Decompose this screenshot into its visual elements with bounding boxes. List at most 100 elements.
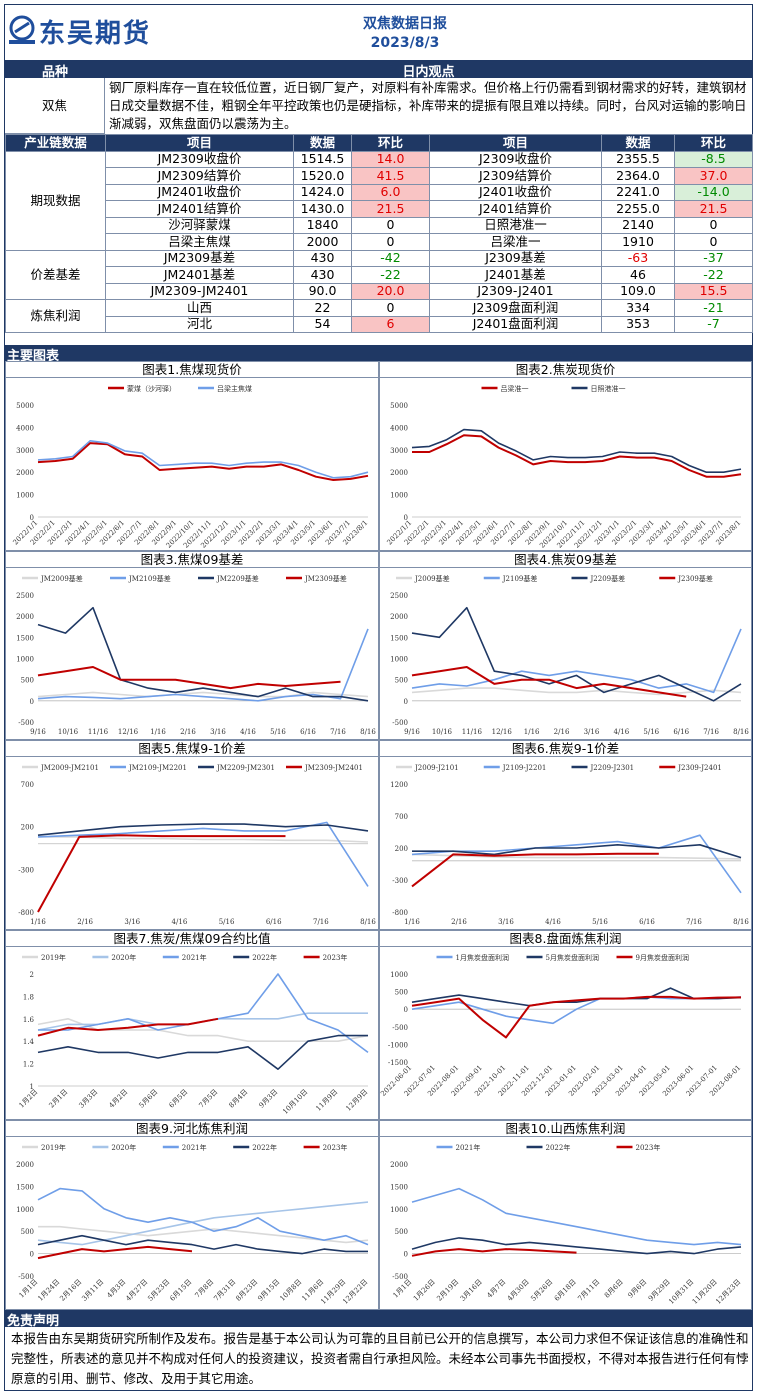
chart-panel: 图表10.山西炼焦利润 2021年 2022年 2023年 2000 1500 1000 50… bbox=[379, 1120, 752, 1310]
chart-title: 图表9.河北炼焦利润 bbox=[6, 1121, 378, 1137]
y-tick-label: 500 bbox=[395, 677, 408, 685]
table-header-cell: 项目 bbox=[105, 134, 294, 152]
x-tick-label: 6月18日 bbox=[553, 1278, 578, 1303]
x-tick-label: 12月9日 bbox=[344, 1088, 369, 1113]
table-header-cell: 环比 bbox=[351, 134, 430, 152]
x-tick-label: 8月23日 bbox=[234, 1278, 259, 1303]
legend-label: 2019年 bbox=[41, 953, 66, 962]
x-tick-label: 6月5日 bbox=[168, 1088, 190, 1110]
table-cell: 41.5 bbox=[351, 167, 430, 185]
series-line bbox=[38, 836, 369, 843]
x-tick-label: 12月23日 bbox=[714, 1278, 742, 1306]
series-line bbox=[411, 987, 742, 1007]
legend-label: J2309-J2401 bbox=[677, 764, 722, 772]
legend-label: JM2209基差 bbox=[216, 574, 259, 583]
legend-item: JM2009-JM2101 bbox=[22, 764, 99, 772]
chart-svg: J2009基差 J2109基差 J2209基差 J2309基差 2500 2000 1500… bbox=[390, 574, 749, 736]
series-line bbox=[411, 428, 742, 473]
legend-item: 2023年 bbox=[303, 953, 348, 962]
y-tick-label: 500 bbox=[395, 1228, 408, 1236]
table-cell: 46 bbox=[601, 266, 675, 284]
table-cell: 54 bbox=[293, 315, 352, 333]
legend-item: 吕梁准一 bbox=[481, 384, 529, 393]
series-line bbox=[37, 1018, 369, 1042]
y-tick-label: 500 bbox=[395, 989, 408, 997]
legend-item: J2109基差 bbox=[483, 574, 537, 583]
x-tick-label: 2月19日 bbox=[435, 1278, 460, 1303]
table-cell: J2401结算价 bbox=[429, 200, 602, 218]
legend-item: JM2309基差 bbox=[286, 574, 347, 583]
legend-label: J2209-J2301 bbox=[590, 764, 635, 772]
legend-item: J2309基差 bbox=[659, 574, 713, 583]
table-cell: J2309盘面利润 bbox=[429, 299, 602, 317]
y-tick-label: 1000 bbox=[16, 656, 34, 664]
x-tick-label: 1/16 bbox=[150, 728, 166, 736]
series-line bbox=[412, 844, 742, 859]
x-tick-label: 3/16 bbox=[498, 918, 514, 926]
series-line bbox=[37, 1034, 368, 1070]
table-cell: 0 bbox=[351, 299, 430, 317]
y-tick-label: -800 bbox=[18, 909, 34, 917]
table-cell: JM2309-JM2401 bbox=[105, 282, 294, 300]
legend-item: JM2309-JM2401 bbox=[286, 764, 363, 772]
legend-label: 蒙煤（沙河驿） bbox=[127, 384, 176, 393]
y-tick-label: 2 bbox=[30, 971, 34, 979]
x-tick-label: 5/16 bbox=[592, 918, 608, 926]
y-tick-label: 1500 bbox=[16, 1183, 34, 1191]
table-cell: -37 bbox=[674, 249, 753, 267]
legend-label: 2023年 bbox=[323, 953, 348, 962]
table-cell: 334 bbox=[601, 299, 675, 317]
table-cell: 21.5 bbox=[351, 200, 430, 218]
table-cell: 353 bbox=[601, 315, 675, 333]
legend-label: 日照港准一 bbox=[591, 384, 626, 393]
legend-item: JM2209基差 bbox=[198, 574, 259, 583]
disclaimer-band: 免责声明 bbox=[5, 1310, 752, 1329]
y-tick-label: 1.6 bbox=[23, 1016, 35, 1024]
y-tick-label: -300 bbox=[392, 877, 408, 885]
x-tick-label: 5/16 bbox=[643, 728, 659, 736]
y-tick-label: 700 bbox=[395, 813, 408, 821]
legend-label: 2022年 bbox=[252, 1143, 277, 1152]
table-header-cell: 项目 bbox=[429, 134, 602, 152]
legend-item: 2021年 bbox=[162, 1143, 207, 1152]
y-tick-label: -500 bbox=[18, 719, 34, 727]
table-cell: J2309收盘价 bbox=[429, 150, 602, 168]
table-cell: 21.5 bbox=[674, 200, 753, 218]
legend-item: J2209基差 bbox=[571, 574, 625, 583]
legend-label: JM2109-JM2201 bbox=[128, 764, 187, 772]
x-tick-label: 7月5日 bbox=[198, 1088, 220, 1110]
y-tick-label: 200 bbox=[21, 824, 34, 832]
x-tick-label: 10/16 bbox=[58, 728, 79, 736]
x-tick-label: 10/16 bbox=[432, 728, 453, 736]
y-tick-label: 2000 bbox=[16, 613, 34, 621]
table-cell: 2241.0 bbox=[601, 183, 675, 201]
legend-item: 1月焦炭盘面利润 bbox=[436, 953, 509, 962]
y-tick-label: 1000 bbox=[390, 1206, 408, 1214]
x-tick-label: 9/16 bbox=[30, 728, 46, 736]
y-tick-label: 5000 bbox=[390, 402, 408, 410]
table-cell: 山西 bbox=[105, 299, 294, 317]
table-cell: JM2401基差 bbox=[105, 266, 294, 284]
series-line bbox=[37, 1187, 369, 1246]
chart-title: 图表2.焦炭现货价 bbox=[380, 362, 751, 378]
table-row: 期现数据 JM2309收盘价 1514.5 14.0 J2309收盘价 2355.5 -8.… bbox=[5, 150, 753, 251]
x-tick-label: 5/16 bbox=[270, 728, 286, 736]
table-cell: 2000 bbox=[293, 233, 352, 251]
x-tick-label: 3月11日 bbox=[80, 1278, 105, 1303]
chart-title: 图表7.焦炭/焦煤09合约比值 bbox=[6, 931, 378, 947]
x-tick-label: 11月9日 bbox=[314, 1088, 339, 1113]
table-cell: 0 bbox=[674, 233, 753, 251]
table-row: 河北 54 6 J2401盘面利润 353 -7 bbox=[6, 315, 753, 333]
x-tick-label: 7/16 bbox=[686, 918, 702, 926]
table-cell: -7 bbox=[674, 315, 753, 333]
y-tick-label: 2000 bbox=[390, 469, 408, 477]
table-cell: 22 bbox=[293, 299, 352, 317]
chart-title: 图表5.焦煤9-1价差 bbox=[6, 741, 378, 757]
legend-item: 5月焦炭盘面利润 bbox=[526, 953, 599, 962]
legend-item: J2109-J2201 bbox=[483, 764, 546, 772]
x-tick-label: 4/16 bbox=[240, 728, 256, 736]
series-line bbox=[38, 1225, 369, 1244]
x-tick-label: 9月3日 bbox=[258, 1088, 280, 1110]
chart-title: 图表8.盘面炼焦利润 bbox=[380, 931, 751, 947]
y-tick-label: 0 bbox=[30, 1251, 34, 1259]
